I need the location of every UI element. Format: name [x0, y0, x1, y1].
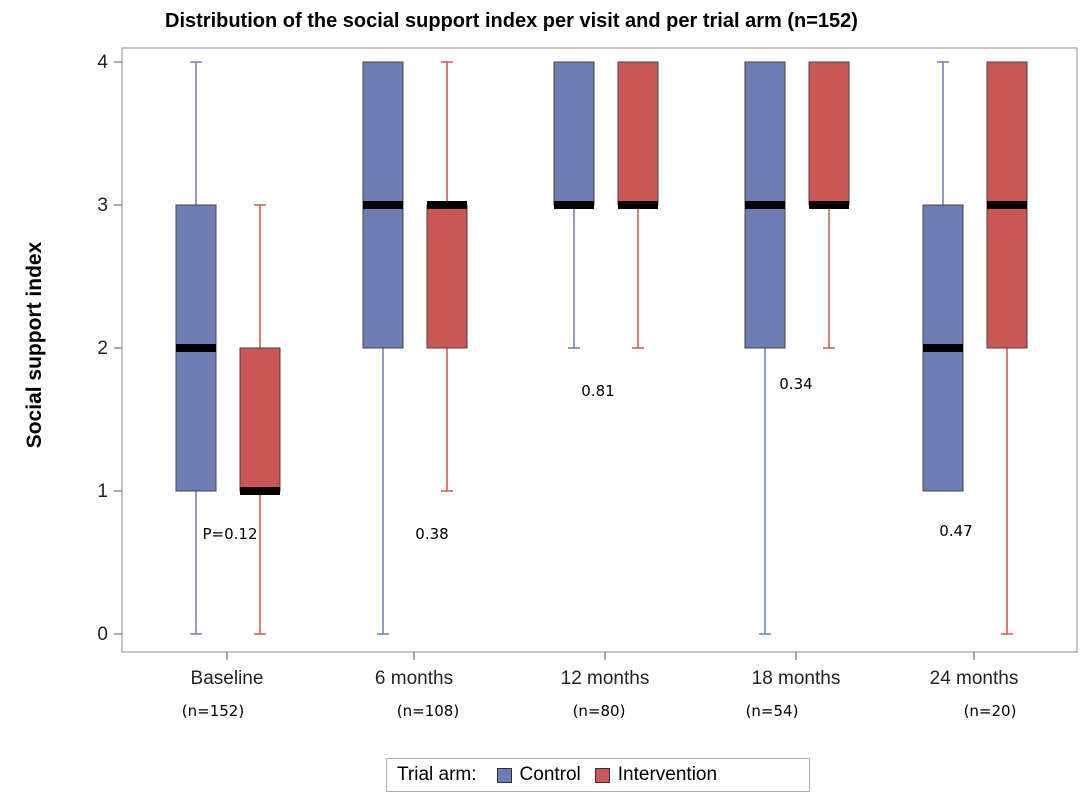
box-intervention: [239, 347, 281, 492]
category-count-label: (n=152): [182, 702, 244, 720]
median-bar: [923, 344, 963, 352]
legend-swatch-control: [496, 767, 512, 783]
median-bar: [987, 201, 1027, 209]
median-bar: [745, 201, 785, 209]
y-tick-label: 4: [97, 52, 108, 73]
x-tick-label: 12 months: [561, 668, 650, 689]
median-bar: [809, 201, 849, 209]
category-count-label: (n=108): [397, 702, 459, 720]
x-tick-label: 18 months: [752, 668, 841, 689]
legend-item-intervention: Intervention: [594, 764, 718, 786]
median-bar: [618, 201, 658, 209]
p-value-label: P=0.12: [202, 525, 257, 543]
category-count-label: (n=54): [746, 702, 799, 720]
median-bar: [240, 487, 280, 495]
legend-label-intervention: Intervention: [617, 764, 718, 785]
legend-title: Trial arm:: [397, 764, 477, 785]
p-value-label: 0.34: [779, 375, 812, 393]
median-bar: [427, 201, 467, 209]
x-tick-label: 24 months: [930, 668, 1019, 689]
y-tick-label: 3: [97, 195, 108, 216]
y-tick-label: 2: [97, 338, 108, 359]
box-intervention: [808, 61, 850, 206]
chart-title: Distribution of the social support index…: [165, 10, 858, 32]
box-control: [553, 61, 595, 206]
category-count-label: (n=80): [573, 702, 626, 720]
plot-frame: [121, 47, 1078, 653]
x-tick-label: 6 months: [375, 668, 453, 689]
legend-label-control: Control: [519, 764, 581, 785]
x-tick-label: Baseline: [191, 668, 264, 689]
y-tick-label: 0: [97, 624, 108, 645]
p-value-label: 0.47: [939, 522, 972, 540]
median-bar: [363, 201, 403, 209]
p-value-label: 0.38: [415, 525, 448, 543]
legend: Trial arm: Control Intervention: [386, 758, 810, 792]
legend-swatch-intervention: [594, 767, 610, 783]
p-value-label: 0.81: [581, 382, 614, 400]
box-intervention: [617, 61, 659, 206]
legend-item-control: Control: [496, 764, 581, 786]
category-count-label: (n=20): [964, 702, 1017, 720]
box-intervention: [426, 204, 468, 349]
y-tick-label: 1: [97, 481, 108, 502]
median-bar: [176, 344, 216, 352]
median-bar: [554, 201, 594, 209]
